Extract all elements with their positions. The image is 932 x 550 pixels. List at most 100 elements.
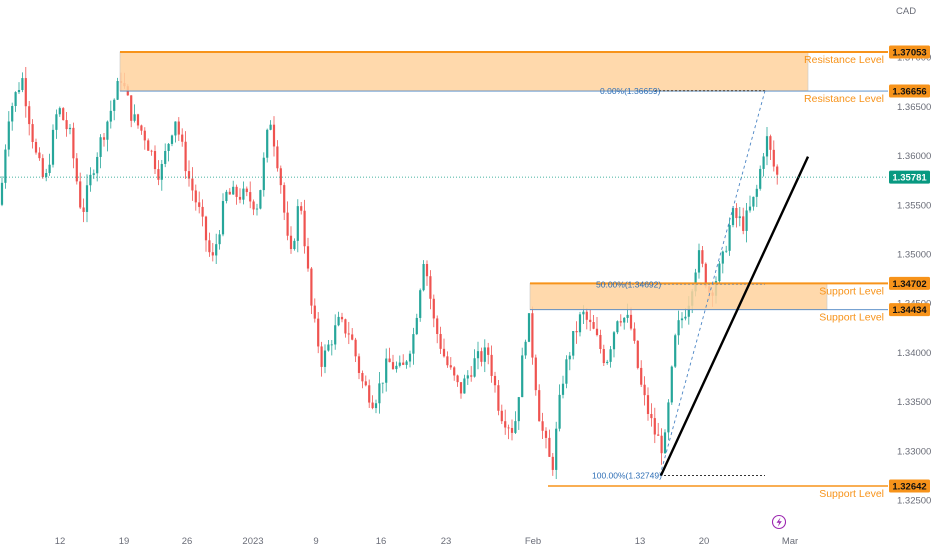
candle-body: [65, 120, 68, 130]
candle-body: [41, 158, 44, 178]
x-tick-label: 9: [313, 536, 318, 547]
candle-body: [201, 206, 204, 217]
candle-body: [320, 346, 323, 367]
x-tick-label: 26: [182, 536, 193, 547]
candle-body: [113, 99, 116, 111]
candle-body: [755, 188, 758, 197]
candle-body: [728, 225, 731, 251]
zones-layer: Resistance Level Resistance Level Support …: [119, 51, 888, 500]
candle-body: [330, 344, 333, 346]
candle-body: [102, 137, 106, 140]
candle-body: [660, 435, 663, 454]
candle-body: [602, 348, 605, 364]
candle-body: [670, 366, 673, 403]
candle-body: [28, 106, 31, 125]
candle-body: [262, 157, 265, 191]
candle-body: [347, 333, 350, 335]
candle-body: [167, 143, 170, 151]
candle-body: [89, 174, 92, 186]
candle-body: [55, 114, 58, 130]
candle-body: [527, 313, 531, 342]
candle-body: [674, 335, 677, 367]
candle-body: [480, 351, 483, 362]
candle-body: [286, 212, 289, 236]
y-tick-label: 1.36500: [897, 102, 931, 113]
candle-body: [34, 141, 38, 153]
candle-body: [334, 325, 337, 345]
candle-body: [225, 191, 228, 202]
price-tag-label: 1.36656: [892, 87, 926, 98]
y-tick-label: 1.33000: [897, 446, 931, 457]
candle-body: [432, 298, 435, 319]
candle-body: [99, 137, 102, 157]
candle-body: [170, 135, 174, 144]
price-tag: [889, 170, 930, 184]
candle-body: [425, 264, 429, 277]
trendline[interactable]: [659, 156, 810, 476]
y-tick-label: 1.35500: [897, 200, 931, 211]
candle-body: [561, 383, 565, 395]
candle-body: [82, 207, 85, 212]
fibonacci-layer: 0.00%(1.36659) 50.00%(1.34692) 100.00%(1.3…: [592, 86, 766, 480]
candle-body: [75, 158, 78, 182]
candle-body: [493, 375, 497, 386]
candle-body: [514, 421, 517, 433]
candle-body: [337, 316, 340, 326]
candle-body: [204, 216, 208, 241]
candle-body: [769, 136, 772, 150]
candle-body: [215, 244, 218, 256]
candle-body: [592, 322, 595, 329]
x-tick-label: 12: [55, 536, 66, 547]
candle-body: [378, 383, 381, 404]
candle-body: [31, 124, 34, 142]
zone-label-bottom: Resistance Level: [804, 93, 884, 105]
candle-body: [626, 314, 629, 318]
candle-body: [381, 382, 384, 384]
lightning-icon[interactable]: [771, 514, 787, 530]
candle-body: [555, 428, 558, 470]
candle-body: [245, 188, 248, 193]
fib-level-label: 50.00%(1.34692): [596, 279, 661, 289]
candle-body: [340, 316, 344, 320]
candle-body: [650, 413, 653, 419]
candle-body: [310, 268, 313, 306]
x-tick-label: Feb: [525, 536, 541, 547]
candle-body: [143, 130, 146, 141]
candle-body: [476, 351, 480, 359]
price-tags: 1.37053 1.36656 1.34702 1.34434 1.32642 1.357…: [889, 45, 930, 493]
candle-body: [177, 121, 180, 135]
candle-body: [408, 353, 412, 362]
candle-body: [646, 395, 650, 414]
price-tag: [889, 45, 930, 59]
candle-body: [242, 188, 245, 200]
candle-body: [147, 140, 150, 151]
candle-body: [388, 358, 391, 363]
candle-body: [548, 437, 551, 457]
candle-body: [684, 316, 687, 319]
candle-body: [211, 252, 214, 256]
candle-body: [599, 334, 602, 349]
candle-body: [572, 331, 575, 356]
candle-body: [419, 290, 422, 318]
y-tick-label: 1.36000: [897, 151, 931, 162]
candle-body: [153, 151, 157, 170]
y-tick-label: 1.34000: [897, 348, 931, 359]
candle-body: [483, 347, 486, 362]
candle-body: [589, 319, 592, 323]
candle-body: [385, 358, 388, 383]
candle-body: [653, 418, 656, 435]
candle-body: [306, 246, 310, 269]
candle-body: [79, 181, 82, 208]
candle-body: [72, 127, 75, 159]
candle-body: [232, 186, 235, 195]
candle-body: [752, 196, 755, 207]
candle-body: [259, 190, 262, 209]
candle-body: [643, 384, 646, 396]
fib-diagonal: [659, 90, 766, 476]
candle-body: [517, 397, 520, 422]
candle-body: [497, 385, 500, 411]
candle-body: [701, 250, 704, 264]
candle-body: [364, 381, 367, 386]
fib-level-label: 0.00%(1.36659): [600, 86, 661, 96]
